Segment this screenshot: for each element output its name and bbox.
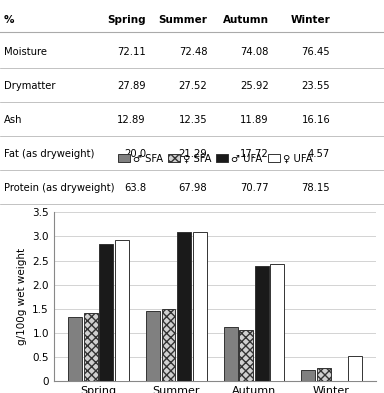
Text: 78.15: 78.15 — [301, 182, 330, 193]
Text: 27.52: 27.52 — [179, 81, 207, 91]
Text: Protein (as dryweight): Protein (as dryweight) — [4, 182, 114, 193]
Text: %: % — [4, 15, 14, 25]
Text: Autumn: Autumn — [223, 15, 269, 25]
Bar — [348, 356, 362, 381]
Bar — [68, 317, 83, 381]
Text: Fat (as dryweight): Fat (as dryweight) — [4, 149, 94, 158]
Text: Moisture: Moisture — [4, 47, 47, 57]
Text: 20.0: 20.0 — [124, 149, 146, 158]
Text: 16.16: 16.16 — [301, 115, 330, 125]
Text: 12.89: 12.89 — [117, 115, 146, 125]
Text: 11.89: 11.89 — [240, 115, 269, 125]
Bar — [192, 231, 207, 381]
Bar — [239, 330, 253, 381]
Text: 12.35: 12.35 — [179, 115, 207, 125]
Text: 25.92: 25.92 — [240, 81, 269, 91]
Bar — [301, 370, 315, 381]
Text: 63.8: 63.8 — [124, 182, 146, 193]
Text: Summer: Summer — [159, 15, 207, 25]
Text: Ash: Ash — [4, 115, 22, 125]
Text: 27.89: 27.89 — [117, 81, 146, 91]
Bar — [99, 244, 113, 381]
Text: 70.77: 70.77 — [240, 182, 269, 193]
Text: 74.08: 74.08 — [240, 47, 269, 57]
Text: 72.11: 72.11 — [117, 47, 146, 57]
Bar — [255, 266, 268, 381]
Bar — [84, 313, 98, 381]
Text: Winter: Winter — [290, 15, 330, 25]
Text: 23.55: 23.55 — [301, 81, 330, 91]
Text: 76.45: 76.45 — [301, 47, 330, 57]
Legend: ♂ SFA, ♀ SFA, ♂ UFA, ♀ UFA: ♂ SFA, ♀ SFA, ♂ UFA, ♀ UFA — [114, 150, 316, 168]
Text: 21.29: 21.29 — [179, 149, 207, 158]
Bar — [223, 327, 238, 381]
Bar — [317, 368, 331, 381]
Text: 17.72: 17.72 — [240, 149, 269, 158]
Text: Drymatter: Drymatter — [4, 81, 55, 91]
Text: 67.98: 67.98 — [179, 182, 207, 193]
Y-axis label: g/100g wet weight: g/100g wet weight — [17, 248, 27, 345]
Bar — [162, 309, 175, 381]
Bar — [115, 240, 129, 381]
Text: Spring: Spring — [107, 15, 146, 25]
Bar — [270, 264, 284, 381]
Text: 4.57: 4.57 — [308, 149, 330, 158]
Bar — [146, 311, 160, 381]
Text: 72.48: 72.48 — [179, 47, 207, 57]
Bar — [177, 232, 191, 381]
